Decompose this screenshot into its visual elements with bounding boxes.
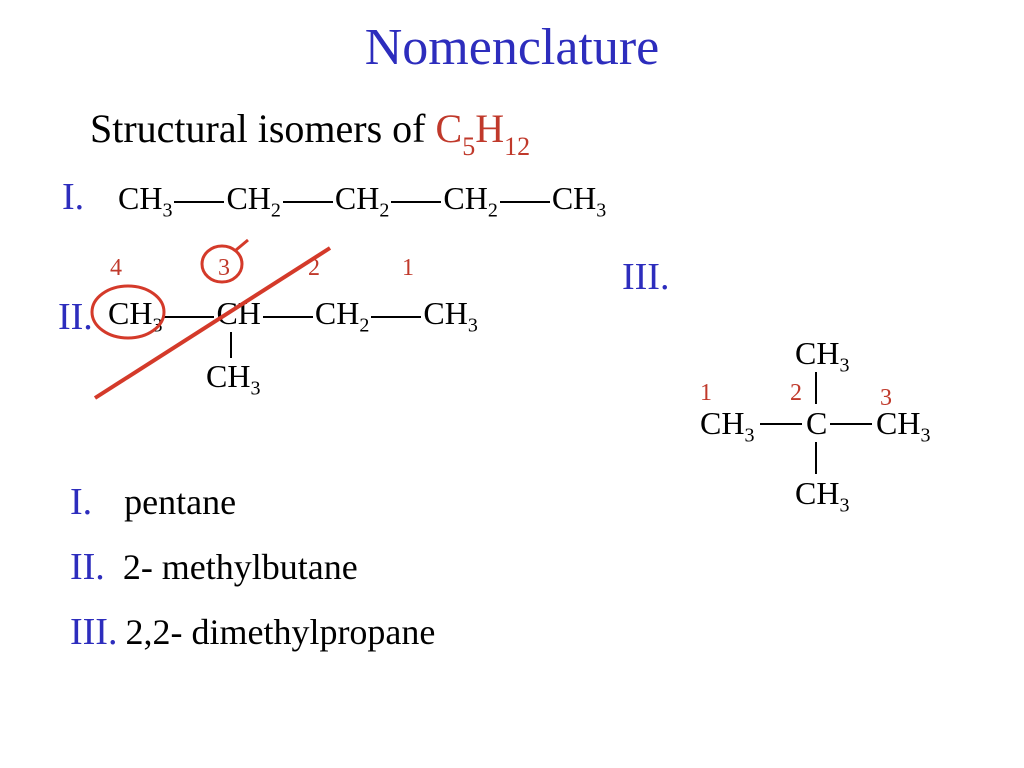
s3-num-1: 1 bbox=[700, 380, 712, 407]
s3-bond-bot bbox=[815, 442, 817, 474]
s3-bond-l bbox=[760, 423, 802, 425]
s3-left: CH3 bbox=[700, 405, 754, 447]
s3-num-3: 3 bbox=[880, 385, 892, 412]
name-1-row: I. pentane bbox=[70, 480, 236, 524]
name-2-row: II. 2- methylbutane bbox=[70, 545, 358, 589]
s3-bot: CH3 bbox=[795, 475, 849, 517]
s3-mid: C bbox=[806, 405, 827, 442]
name-2: 2- methylbutane bbox=[123, 547, 358, 587]
s3-top: CH3 bbox=[795, 335, 849, 377]
name-2-num: II. bbox=[70, 546, 105, 588]
label-III: III. bbox=[622, 255, 669, 299]
name-3: 2,2- dimethylpropane bbox=[125, 612, 435, 652]
name-1: pentane bbox=[124, 482, 236, 522]
name-3-row: III. 2,2- dimethylpropane bbox=[70, 610, 435, 654]
s3-num-2: 2 bbox=[790, 380, 802, 407]
name-3-num: III. bbox=[70, 611, 117, 653]
s3-bond-top bbox=[815, 372, 817, 404]
name-1-num: I. bbox=[70, 481, 92, 523]
s3-bond-r bbox=[830, 423, 872, 425]
